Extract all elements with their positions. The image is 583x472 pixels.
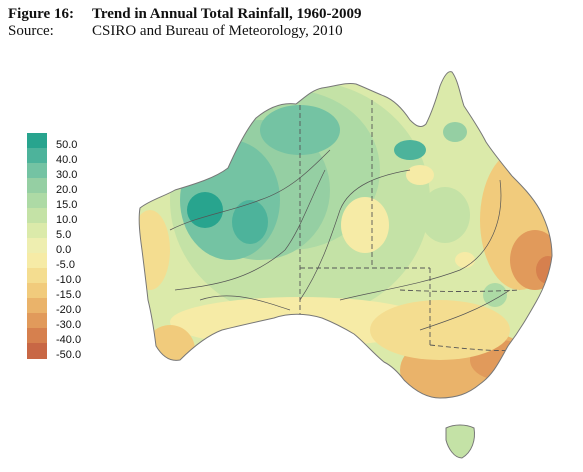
legend-label: 15.0 (56, 199, 78, 211)
rainfall-fill-layer (139, 71, 552, 399)
legend-label: 5.0 (56, 229, 72, 241)
legend-item: 30.0 (27, 163, 107, 181)
legend-label: -10.0 (56, 274, 82, 286)
rainfall-zone (232, 200, 268, 244)
legend-swatch (27, 328, 47, 344)
legend-label: -30.0 (56, 319, 82, 331)
figure-title: Trend in Annual Total Rainfall, 1960-200… (92, 6, 362, 22)
legend-swatch (27, 238, 47, 254)
legend-item: 10.0 (27, 208, 107, 226)
rainfall-zone (455, 252, 475, 268)
legend-swatch (27, 253, 47, 269)
source-label: Source: (8, 23, 54, 39)
legend-item: -50.0 (27, 343, 107, 361)
legend-label: -50.0 (56, 349, 82, 361)
legend-item: 15.0 (27, 193, 107, 211)
tasmania (445, 424, 475, 459)
rainfall-zone (443, 122, 467, 142)
rainfall-zone (536, 256, 552, 284)
legend-item: -5.0 (27, 253, 107, 271)
rainfall-zone (341, 197, 389, 253)
figure-label: Figure 16: (8, 6, 74, 22)
legend-swatch (27, 178, 47, 194)
legend-swatch (27, 313, 47, 329)
legend-item: -15.0 (27, 283, 107, 301)
source-text: CSIRO and Bureau of Meteorology, 2010 (92, 23, 343, 39)
rainfall-zone (510, 230, 552, 290)
legend-swatch (27, 268, 47, 284)
rainfall-zone (483, 283, 507, 307)
legend-item: 5.0 (27, 223, 107, 241)
legend-item: 40.0 (27, 148, 107, 166)
legend-swatch (27, 208, 47, 224)
legend-swatch (27, 343, 47, 359)
legend-label: 10.0 (56, 214, 78, 226)
legend-item: -40.0 (27, 328, 107, 346)
legend-label: -5.0 (56, 259, 75, 271)
legend-label: -15.0 (56, 289, 82, 301)
legend-label: 0.0 (56, 244, 72, 256)
legend-swatch (27, 133, 47, 149)
legend-swatch (27, 283, 47, 299)
legend-item: -10.0 (27, 268, 107, 286)
legend-item: 20.0 (27, 178, 107, 196)
legend-label: -40.0 (56, 334, 82, 346)
rainfall-zone (145, 325, 195, 375)
rainfall-zone (394, 140, 426, 160)
legend-swatch (27, 223, 47, 239)
legend-label: 20.0 (56, 184, 78, 196)
rainfall-zone (187, 192, 223, 228)
legend-item: 0.0 (27, 238, 107, 256)
rainfall-zone (370, 300, 510, 360)
legend-swatch (27, 148, 47, 164)
rainfall-zone (406, 165, 434, 185)
legend-item: -20.0 (27, 298, 107, 316)
contour-lines (169, 149, 511, 331)
legend-item: 50.0 (27, 133, 107, 151)
rainfall-zone (139, 210, 170, 290)
figure-header: Figure 16: Trend in Annual Total Rainfal… (8, 6, 362, 40)
legend-swatch (27, 193, 47, 209)
rainfall-zone (420, 187, 470, 243)
legend-swatch (27, 298, 47, 314)
legend-label: -20.0 (56, 304, 82, 316)
legend-swatch (27, 163, 47, 179)
legend-label: 50.0 (56, 139, 78, 151)
australia-outline (138, 71, 553, 399)
legend-label: 30.0 (56, 169, 78, 181)
legend-item: -30.0 (27, 313, 107, 331)
legend-label: 40.0 (56, 154, 78, 166)
